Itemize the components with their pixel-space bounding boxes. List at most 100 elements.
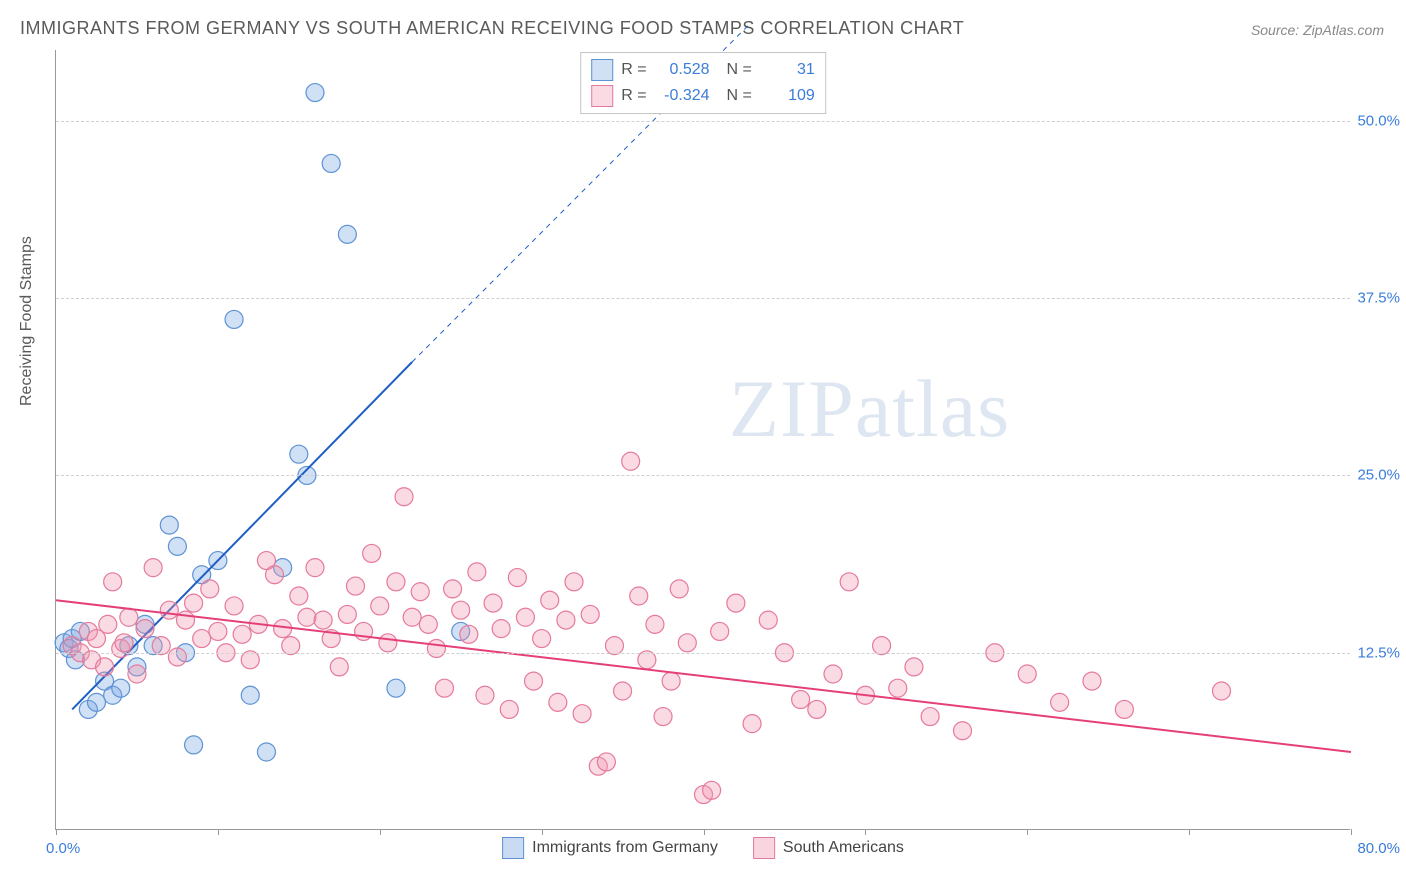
data-point (500, 700, 518, 718)
data-point (954, 722, 972, 740)
data-point (160, 516, 178, 534)
data-point (1018, 665, 1036, 683)
correlation-legend: R = 0.528 N = 31 R = -0.324 N = 109 (580, 52, 826, 114)
legend-n-germany: 31 (760, 61, 815, 79)
data-point (436, 679, 454, 697)
x-tick (1027, 829, 1028, 835)
data-point (338, 225, 356, 243)
data-point (905, 658, 923, 676)
legend-r-label: R = (621, 61, 646, 79)
x-tick (380, 829, 381, 835)
legend-r-southam: -0.324 (655, 87, 710, 105)
x-tick (218, 829, 219, 835)
y-tick-label: 37.5% (1355, 290, 1400, 307)
data-point (298, 608, 316, 626)
data-point (306, 84, 324, 102)
data-point (581, 605, 599, 623)
data-point (508, 569, 526, 587)
x-tick (542, 829, 543, 835)
data-point (193, 630, 211, 648)
legend-n-label: N = (718, 87, 752, 105)
legend-r-label: R = (621, 87, 646, 105)
data-point (185, 594, 203, 612)
data-point (112, 679, 130, 697)
data-point (460, 625, 478, 643)
trend-line (56, 600, 1351, 752)
data-point (622, 452, 640, 470)
data-point (525, 672, 543, 690)
data-point (379, 634, 397, 652)
legend-swatch-southam (591, 85, 613, 107)
data-point (257, 743, 275, 761)
data-point (168, 537, 186, 555)
data-point (395, 488, 413, 506)
data-point (824, 665, 842, 683)
legend-swatch-germany (591, 59, 613, 81)
data-point (387, 679, 405, 697)
data-point (338, 605, 356, 623)
data-point (225, 310, 243, 328)
data-point (128, 665, 146, 683)
data-point (387, 573, 405, 591)
data-point (516, 608, 534, 626)
data-point (921, 708, 939, 726)
data-point (614, 682, 632, 700)
gridline (56, 121, 1350, 122)
data-point (160, 601, 178, 619)
data-point (808, 700, 826, 718)
legend-item-germany: Immigrants from Germany (502, 837, 718, 859)
data-point (573, 705, 591, 723)
data-point (290, 445, 308, 463)
data-point (646, 615, 664, 633)
x-tick (704, 829, 705, 835)
data-point (185, 736, 203, 754)
data-point (1115, 700, 1133, 718)
legend-r-germany: 0.528 (655, 61, 710, 79)
data-point (549, 693, 567, 711)
data-point (87, 693, 105, 711)
data-point (1213, 682, 1231, 700)
data-point (99, 615, 117, 633)
data-point (452, 601, 470, 619)
data-point (233, 625, 251, 643)
data-point (411, 583, 429, 601)
data-point (266, 566, 284, 584)
data-point (144, 559, 162, 577)
data-point (670, 580, 688, 598)
data-point (104, 573, 122, 591)
y-tick-label: 25.0% (1355, 467, 1400, 484)
data-point (403, 608, 421, 626)
data-point (476, 686, 494, 704)
x-tick (1189, 829, 1190, 835)
data-point (630, 587, 648, 605)
data-point (889, 679, 907, 697)
chart-plot-area: ZIPatlas R = 0.528 N = 31 R = -0.324 N =… (55, 50, 1350, 830)
data-point (711, 622, 729, 640)
data-point (290, 587, 308, 605)
data-point (136, 620, 154, 638)
gridline (56, 298, 1350, 299)
data-point (322, 154, 340, 172)
data-point (115, 634, 133, 652)
data-point (703, 781, 721, 799)
data-point (209, 622, 227, 640)
scatter-svg (56, 50, 1350, 829)
data-point (1051, 693, 1069, 711)
data-point (759, 611, 777, 629)
legend-label-germany: Immigrants from Germany (532, 839, 718, 857)
data-point (274, 620, 292, 638)
data-point (654, 708, 672, 726)
data-point (743, 715, 761, 733)
data-point (597, 753, 615, 771)
data-point (330, 658, 348, 676)
data-point (557, 611, 575, 629)
legend-row-southam: R = -0.324 N = 109 (591, 83, 815, 109)
legend-label-southam: South Americans (783, 839, 904, 857)
legend-item-southam: South Americans (753, 837, 904, 859)
data-point (427, 639, 445, 657)
source-attribution: Source: ZipAtlas.com (1251, 22, 1384, 38)
x-tick (865, 829, 866, 835)
data-point (1083, 672, 1101, 690)
data-point (419, 615, 437, 633)
y-tick-label: 12.5% (1355, 644, 1400, 661)
